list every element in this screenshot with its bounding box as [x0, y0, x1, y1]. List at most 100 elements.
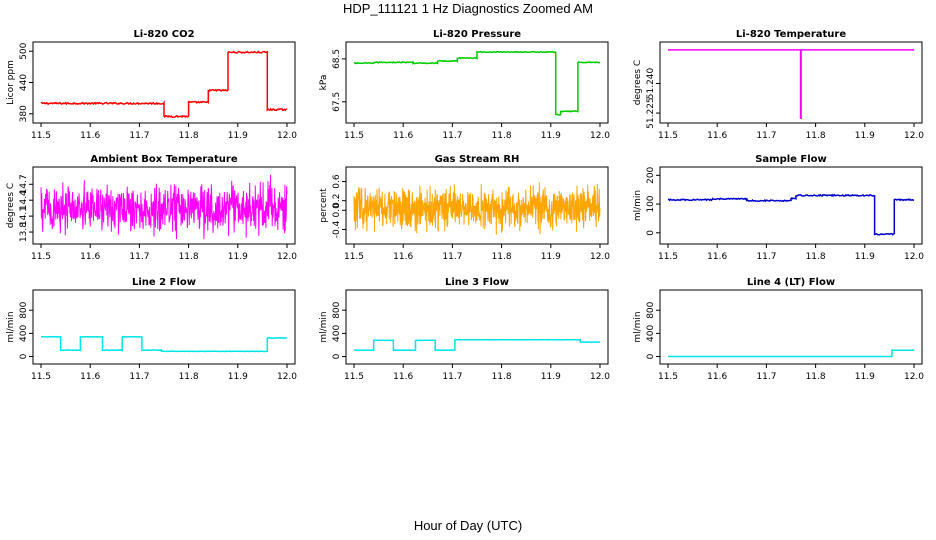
y-tick-label-pressure: 68.5 — [332, 49, 342, 69]
x-tick-label-rh: 11.7 — [442, 252, 462, 262]
y-tick-label-sample_flow: 100 — [646, 195, 656, 212]
y-tick-label-rh: -0.4 — [332, 220, 342, 238]
series-line-pressure — [353, 50, 601, 116]
panel-title-temperature: Li-820 Temperature — [736, 29, 846, 40]
x-tick-label-co2: 12.0 — [277, 131, 297, 141]
y-tick-label-pressure: 67.5 — [332, 92, 342, 112]
y-tick-label-temperature: 51.240 — [646, 67, 656, 99]
y-tick-label-line3_flow: 800 — [332, 301, 342, 318]
panel-title-sample_flow: Sample Flow — [755, 154, 827, 165]
x-tick-label-ambient_temp: 11.8 — [179, 252, 199, 262]
y-tick-label-sample_flow: 0 — [646, 230, 656, 236]
x-tick-label-rh: 11.6 — [393, 252, 413, 262]
x-axis-title: Hour of Day (UTC) — [413, 518, 523, 533]
x-tick-label-pressure: 11.5 — [344, 131, 364, 141]
y-axis-label-line3_flow: ml/min — [319, 311, 329, 342]
x-tick-label-temperature: 11.8 — [806, 131, 826, 141]
x-tick-label-pressure: 11.6 — [393, 131, 413, 141]
y-tick-label-co2: 440 — [19, 74, 29, 91]
y-tick-label-ambient_temp: 14.1 — [19, 206, 29, 226]
x-tick-label-line3_flow: 12.0 — [590, 372, 610, 382]
y-tick-label-co2: 500 — [19, 42, 29, 59]
panel-line3_flow: Line 3 Flow 11.5 11.6 11.7 11.8 11.9 12.0 0 400 8… — [319, 277, 610, 382]
y-tick-label-temperature: 51.225 — [646, 97, 656, 129]
x-tick-label-temperature: 12.0 — [904, 131, 924, 141]
y-tick-label-co2: 380 — [19, 105, 29, 122]
x-tick-label-ambient_temp: 11.7 — [129, 252, 149, 262]
x-tick-label-line4_flow: 11.9 — [855, 372, 875, 382]
y-tick-label-ambient_temp: 13.8 — [19, 222, 29, 242]
x-tick-label-pressure: 11.7 — [442, 131, 462, 141]
x-tick-label-rh: 11.8 — [492, 252, 512, 262]
panel-title-line2_flow: Line 2 Flow — [132, 277, 196, 288]
x-tick-label-line3_flow: 11.9 — [541, 372, 561, 382]
x-tick-label-line2_flow: 11.5 — [31, 372, 51, 382]
x-tick-label-line2_flow: 12.0 — [277, 372, 297, 382]
x-tick-label-line4_flow: 11.8 — [806, 372, 826, 382]
y-tick-label-line4_flow: 0 — [646, 353, 656, 359]
plot-frame-rh — [345, 166, 609, 245]
series-line-co2 — [40, 50, 288, 119]
series-line-line2_flow — [41, 335, 288, 353]
x-tick-label-line3_flow: 11.8 — [492, 372, 512, 382]
x-tick-label-line4_flow: 11.7 — [756, 372, 776, 382]
x-tick-label-sample_flow: 11.9 — [855, 252, 875, 262]
panel-sample_flow: Sample Flow 11.5 11.6 11.7 11.8 11.9 12.0 0 100 2… — [633, 154, 924, 262]
plot-frame-sample_flow — [659, 166, 923, 245]
y-tick-label-ambient_temp: 14.7 — [19, 174, 29, 194]
plot-frame-temperature — [659, 41, 923, 124]
panel-title-co2: Li-820 CO2 — [133, 29, 194, 40]
plot-frame-ambient_temp — [32, 166, 296, 245]
x-tick-label-co2: 11.9 — [228, 131, 248, 141]
y-tick-label-ambient_temp: 14.4 — [19, 190, 29, 210]
x-tick-label-line3_flow: 11.7 — [442, 372, 462, 382]
y-tick-label-line3_flow: 400 — [332, 325, 342, 342]
y-tick-label-line3_flow: 0 — [332, 353, 342, 359]
x-tick-label-co2: 11.7 — [129, 131, 149, 141]
figure-title: HDP_111121 1 Hz Diagnostics Zoomed AM — [342, 1, 593, 16]
x-tick-label-line3_flow: 11.6 — [393, 372, 413, 382]
y-axis-label-line4_flow: ml/min — [633, 311, 643, 342]
plot-frame-pressure — [345, 41, 609, 124]
x-tick-label-ambient_temp: 11.6 — [80, 252, 100, 262]
x-tick-label-ambient_temp: 11.5 — [31, 252, 51, 262]
x-tick-label-line4_flow: 11.6 — [707, 372, 727, 382]
series-line-line4_flow — [668, 349, 914, 358]
y-tick-label-rh: 0.0 — [332, 203, 342, 218]
panel-title-line4_flow: Line 4 (LT) Flow — [747, 277, 835, 288]
x-tick-label-sample_flow: 11.7 — [756, 252, 776, 262]
x-tick-label-sample_flow: 11.6 — [707, 252, 727, 262]
x-tick-label-line2_flow: 11.6 — [80, 372, 100, 382]
x-tick-label-pressure: 11.8 — [492, 131, 512, 141]
y-tick-label-rh: 0.6 — [332, 174, 342, 189]
x-tick-label-rh: 12.0 — [590, 252, 610, 262]
y-tick-label-line2_flow: 800 — [19, 301, 29, 318]
panel-temperature: Li-820 Temperature 11.5 11.6 11.7 11.8 11.9 12… — [633, 29, 924, 141]
y-tick-label-rh: 0.2 — [332, 194, 342, 208]
x-tick-label-line2_flow: 11.8 — [179, 372, 199, 382]
x-tick-label-ambient_temp: 11.9 — [228, 252, 248, 262]
plot-frame-line4_flow — [659, 289, 923, 365]
panel-title-line3_flow: Line 3 Flow — [445, 277, 509, 288]
y-axis-label-rh: percent — [319, 188, 329, 223]
panel-rh: Gas Stream RH 11.5 11.6 11.7 11.8 11.9 12.0 -0.… — [319, 154, 610, 262]
x-tick-label-line4_flow: 12.0 — [904, 372, 924, 382]
x-tick-label-ambient_temp: 12.0 — [277, 252, 297, 262]
x-tick-label-line3_flow: 11.5 — [344, 372, 364, 382]
x-tick-label-pressure: 12.0 — [590, 131, 610, 141]
x-tick-label-sample_flow: 11.5 — [658, 252, 678, 262]
panel-line2_flow: Line 2 Flow 11.5 11.6 11.7 11.8 11.9 12.0 0 400 8… — [6, 277, 297, 382]
x-tick-label-temperature: 11.9 — [855, 131, 875, 141]
x-tick-label-sample_flow: 11.8 — [806, 252, 826, 262]
x-tick-label-co2: 11.6 — [80, 131, 100, 141]
y-tick-label-sample_flow: 200 — [646, 166, 656, 183]
y-tick-label-line2_flow: 0 — [19, 353, 29, 359]
y-axis-label-co2: Licor ppm — [6, 60, 16, 105]
y-axis-label-pressure: kPa — [319, 75, 329, 91]
series-line-sample_flow — [667, 193, 915, 236]
x-tick-label-temperature: 11.7 — [756, 131, 776, 141]
panel-title-rh: Gas Stream RH — [435, 154, 520, 165]
x-tick-label-sample_flow: 12.0 — [904, 252, 924, 262]
y-axis-label-ambient_temp: degrees C — [6, 183, 16, 228]
